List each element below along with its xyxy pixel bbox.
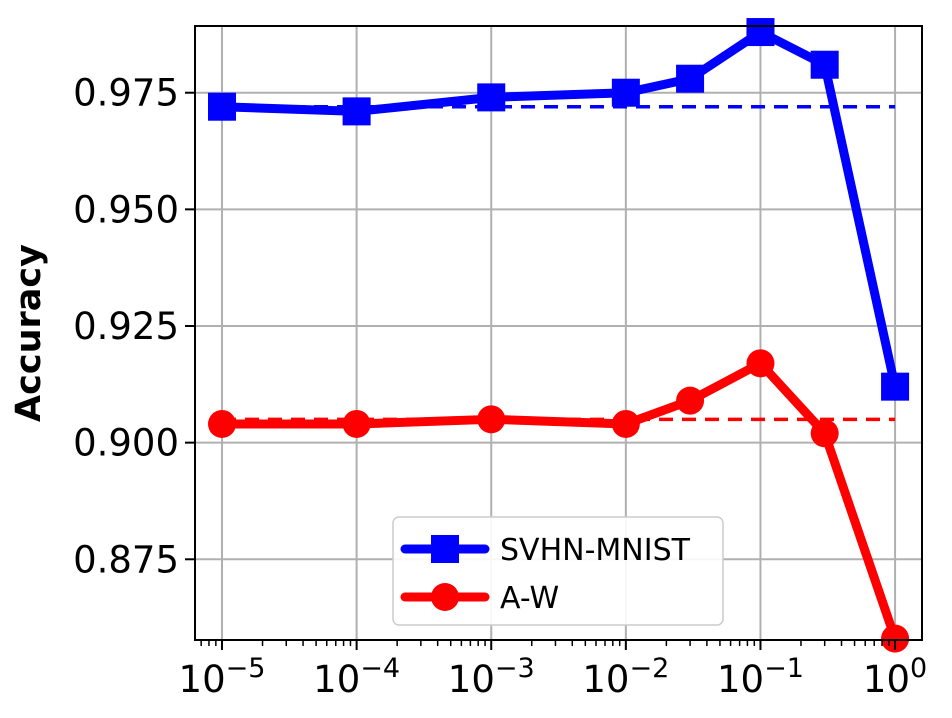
series-marker-square — [810, 50, 839, 79]
y-tick-label: 0.950 — [73, 188, 179, 231]
series-marker-circle — [746, 349, 775, 378]
legend-marker-circle — [431, 583, 459, 611]
series-marker-square — [611, 78, 640, 107]
grid-layer — [195, 26, 922, 640]
series-marker-circle — [881, 624, 910, 653]
axis-layer: 10−5 10−4 10−3 10−2 10−1 1000.8750.9000.9250.… — [73, 72, 927, 701]
x-tick-label: 10−4 — [313, 653, 400, 701]
x-tick-label: 10−2 — [582, 653, 669, 701]
plot-frame — [194, 25, 923, 641]
series-marker-circle — [611, 409, 640, 438]
x-tick-label-exponent: −2 — [629, 653, 669, 684]
series-marker-square — [676, 64, 705, 93]
series-marker-square — [477, 83, 506, 112]
x-tick-label: 10−5 — [179, 653, 266, 701]
x-tick-label-base: 10 — [863, 658, 910, 701]
x-tick-label-base: 10 — [582, 658, 629, 701]
x-tick-label-exponent: 0 — [910, 653, 927, 684]
legend-label: SVHN-MNIST — [500, 533, 691, 568]
x-tick-label-exponent: −1 — [764, 653, 804, 684]
x-tick-label-exponent: −3 — [495, 653, 535, 684]
x-tick-label: 10−3 — [448, 653, 535, 701]
y-tick-label: 0.925 — [73, 305, 179, 348]
baseline-layer — [222, 104, 896, 422]
y-tick-label: 0.900 — [73, 422, 179, 465]
x-tick-label: 10−1 — [717, 653, 804, 701]
series-marker-circle — [342, 409, 371, 438]
x-tick-label-base: 10 — [717, 658, 764, 701]
series-marker-circle — [208, 409, 237, 438]
x-tick-label-exponent: −5 — [226, 653, 266, 684]
x-tick-label-base: 10 — [179, 658, 226, 701]
series-layer — [208, 18, 910, 653]
legend-label: A-W — [500, 581, 559, 616]
x-tick-label-exponent: −4 — [360, 653, 400, 684]
legend: SVHN-MNIST A-W — [392, 516, 724, 626]
y-tick-label: 0.875 — [73, 538, 179, 581]
series-marker-circle — [810, 419, 839, 448]
series-marker-square — [208, 92, 237, 121]
y-tick-label: 0.975 — [73, 72, 179, 115]
series-marker-square — [881, 372, 910, 401]
x-tick-label-base: 10 — [448, 658, 495, 701]
series-marker-square — [342, 97, 371, 126]
series-line — [217, 358, 900, 644]
series-marker-circle — [676, 386, 705, 415]
series-marker-circle — [477, 405, 506, 434]
legend-items: SVHN-MNIST A-W — [400, 533, 691, 616]
x-tick-label-base: 10 — [313, 658, 360, 701]
series-marker-square — [746, 18, 775, 47]
legend-marker-square — [431, 535, 459, 563]
y-axis-label: Accuracy — [9, 244, 49, 422]
x-tick-label: 100 — [863, 653, 927, 701]
